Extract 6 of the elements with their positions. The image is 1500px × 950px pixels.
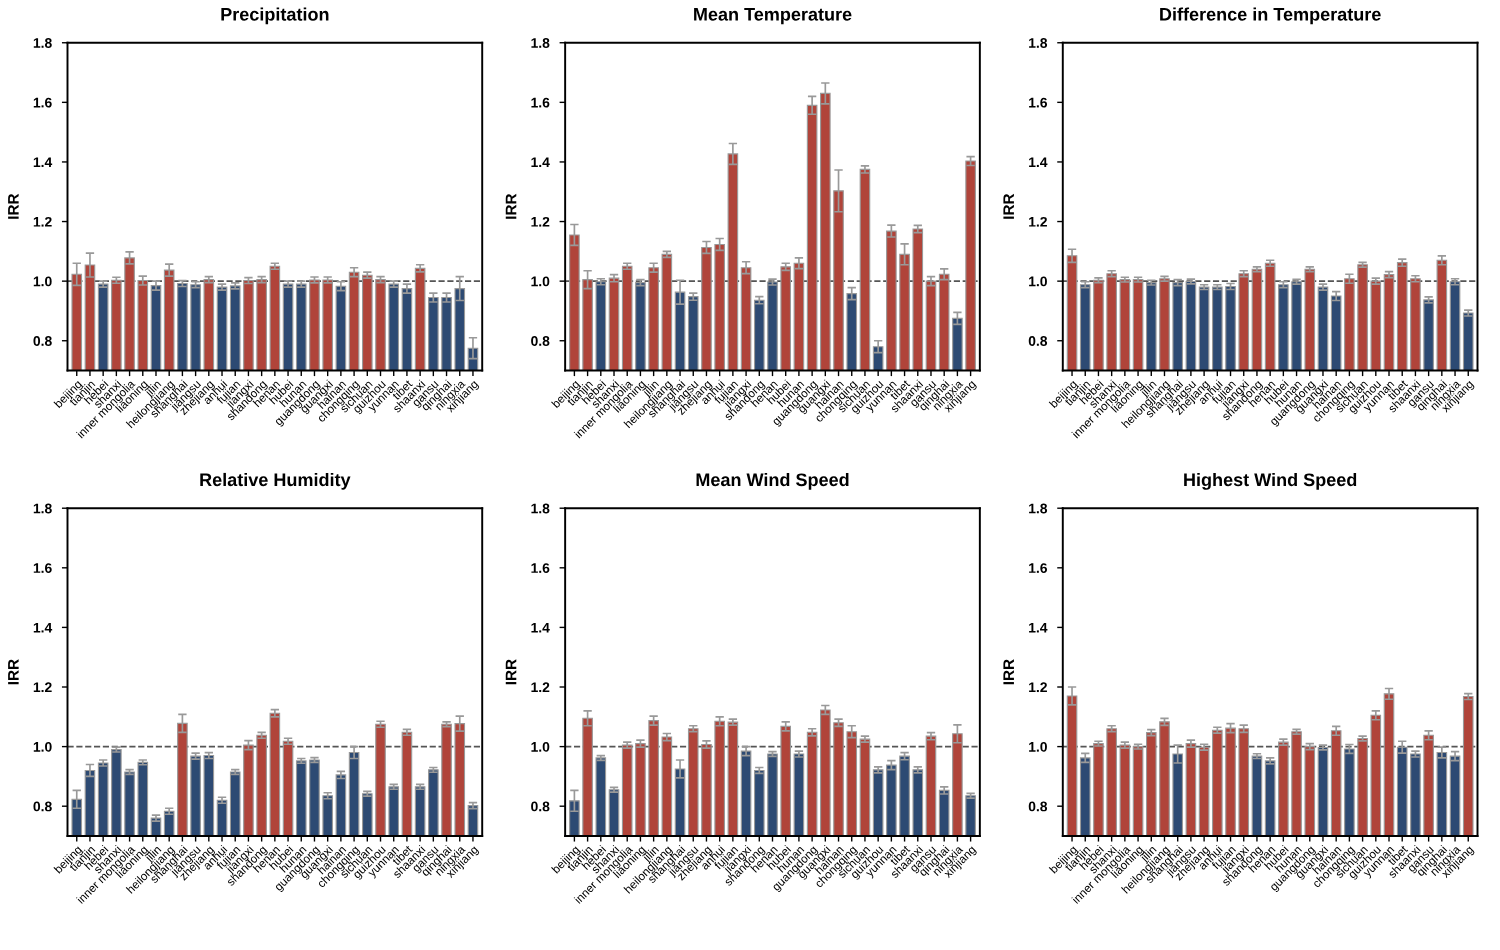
chart-title: Relative Humidity bbox=[200, 472, 351, 490]
chart-title: Highest Wind Speed bbox=[1184, 472, 1357, 490]
chart-title: Precipitation bbox=[221, 7, 329, 25]
chart-title: Mean Temperature bbox=[694, 8, 852, 25]
chart-title: Difference in Temperature bbox=[1160, 7, 1381, 25]
chart-title: Mean Wind Speed bbox=[696, 472, 849, 490]
